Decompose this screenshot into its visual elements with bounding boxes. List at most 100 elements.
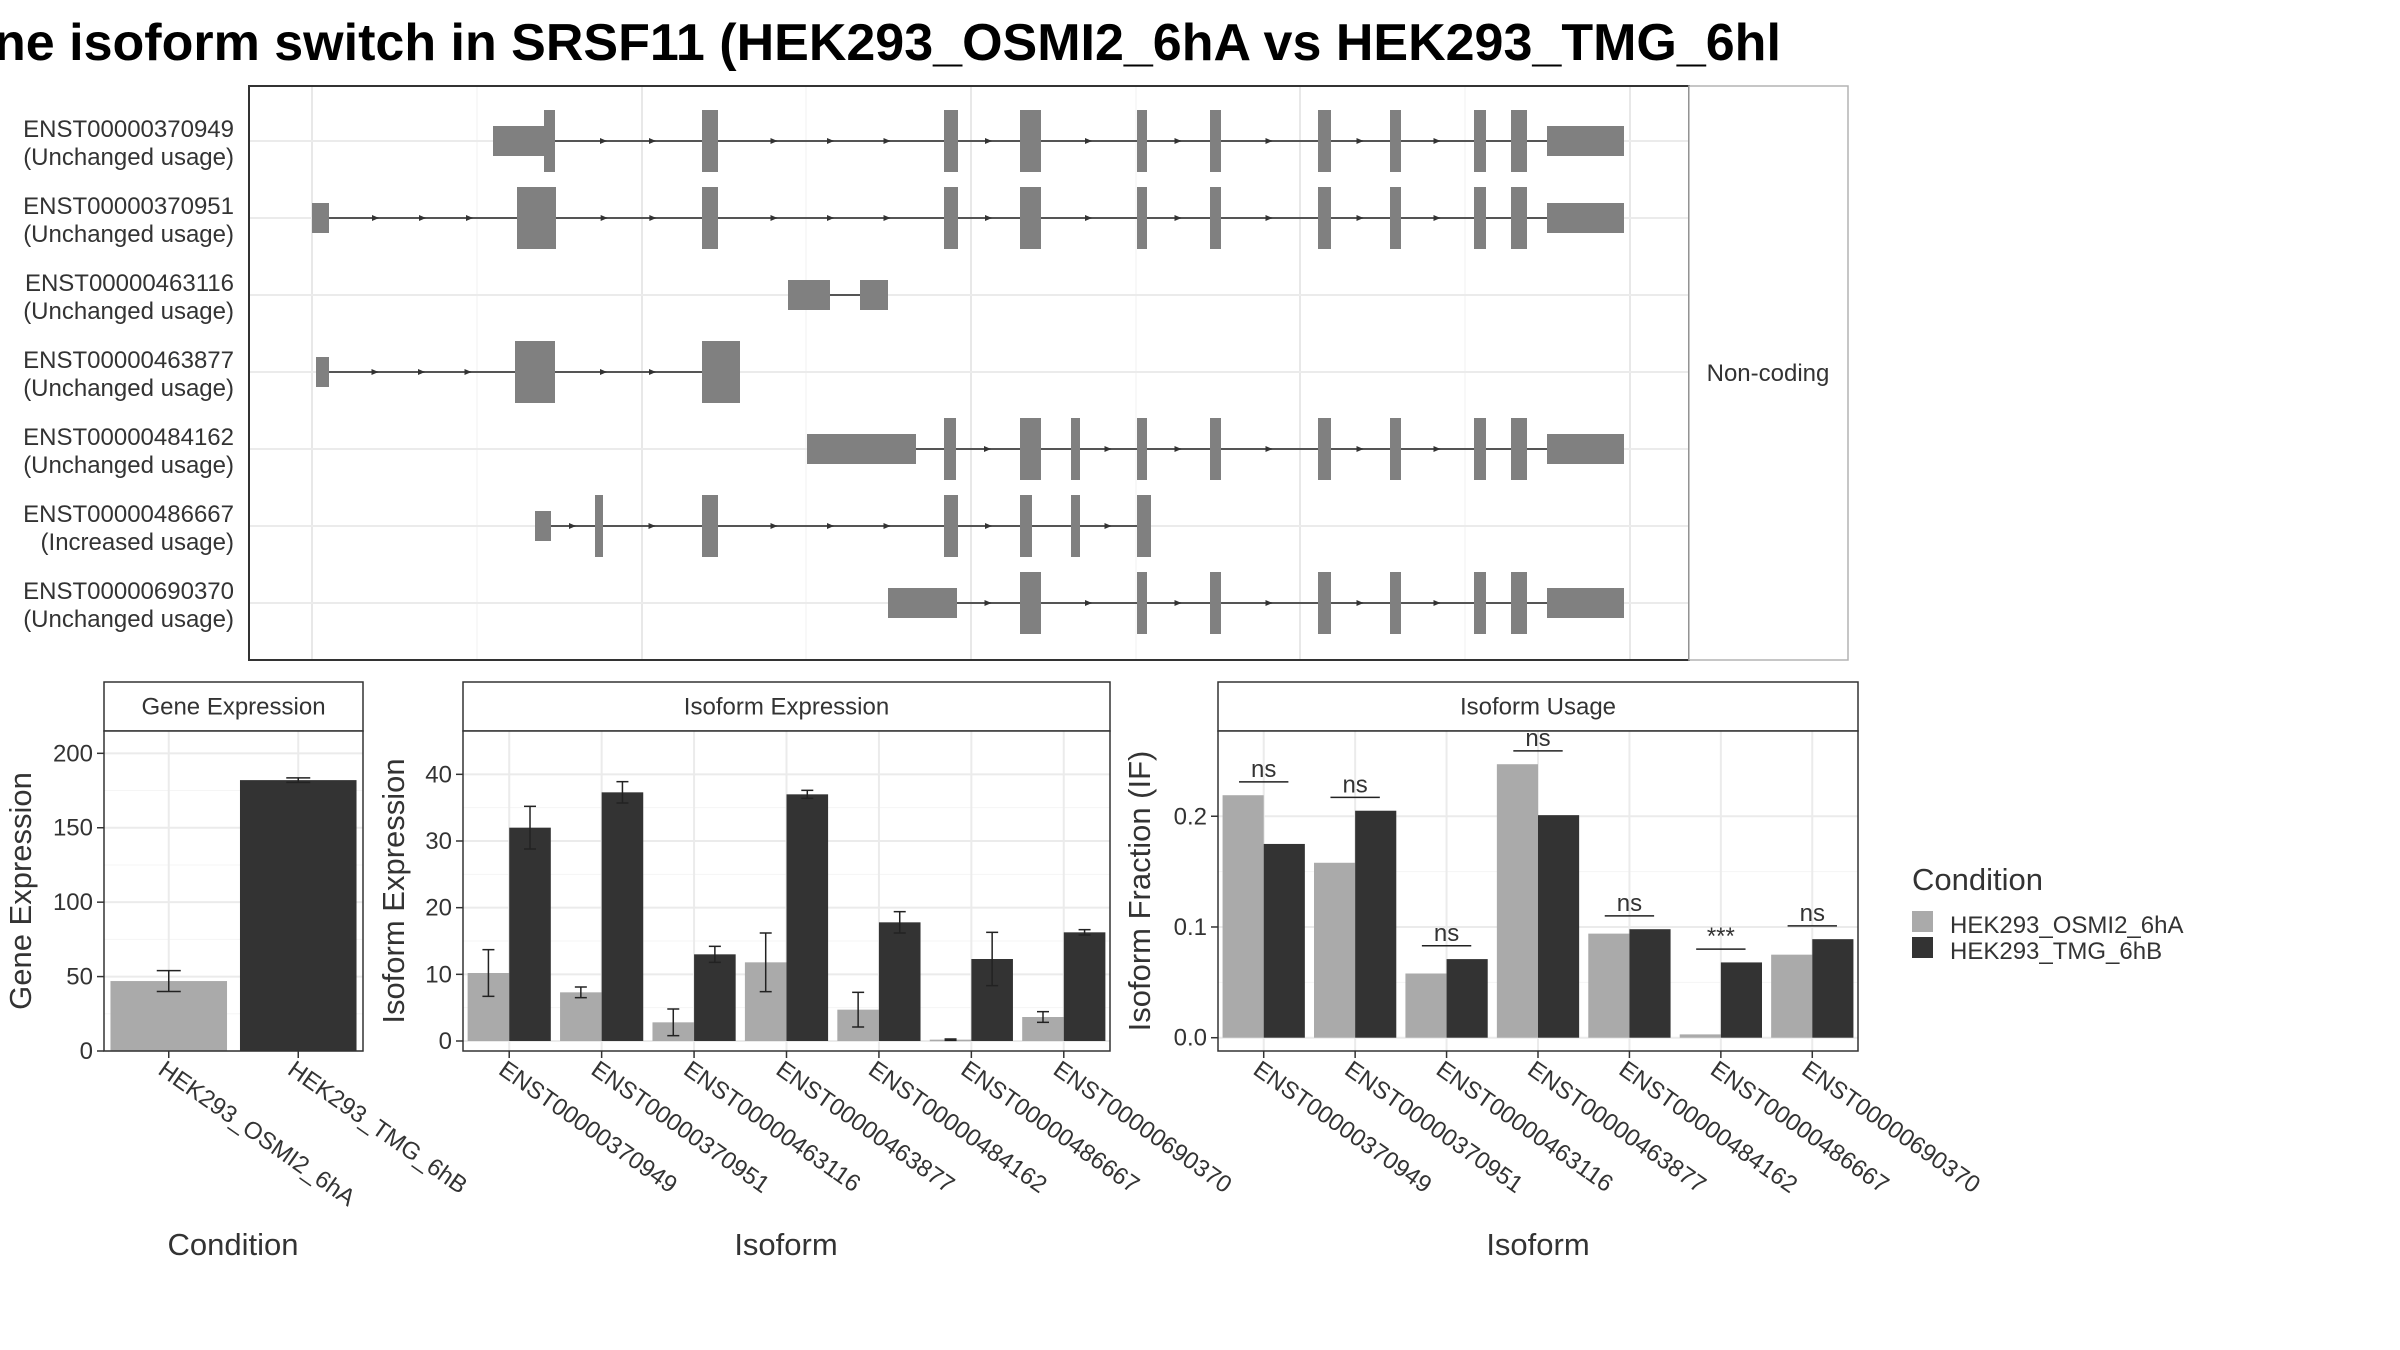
- intron-arrow: [649, 138, 656, 144]
- exon-block: [1028, 572, 1041, 634]
- transcript-track: [312, 187, 1624, 249]
- exon-block: [944, 187, 958, 249]
- structure-facet-strip: [1688, 85, 1849, 661]
- legend-swatch-b: [1912, 937, 1933, 958]
- intron-arrow: [648, 523, 656, 529]
- exon-block: [544, 110, 555, 172]
- condition-legend: Condition HEK293_OSMI2_6hA HEK293_TMG_6h…: [1912, 862, 2183, 965]
- y-tick-label: 10: [425, 961, 452, 988]
- exon-block: [1028, 187, 1041, 249]
- exon-block: [535, 511, 551, 541]
- intron-arrow: [1104, 446, 1112, 452]
- panel-title: Gene Expression: [141, 694, 325, 721]
- intron-arrow: [770, 215, 778, 221]
- intron-arrow: [1433, 215, 1441, 221]
- panel-title: Isoform Expression: [684, 694, 889, 721]
- exon-block: [1390, 572, 1401, 634]
- intron-arrow: [1174, 215, 1182, 221]
- transcript-track: [788, 280, 888, 310]
- transcript-structure-panel: Non-coding ENST00000370949(Unchanged usa…: [23, 85, 1849, 661]
- bar: [1263, 843, 1305, 1038]
- transcript-usage-label: (Unchanged usage): [23, 375, 234, 402]
- figure-title: ne isoform switch in SRSF11 (HEK293_OSMI…: [0, 14, 1781, 72]
- intron-arrow: [984, 600, 992, 606]
- exon-block: [807, 434, 916, 464]
- y-tick-label: 0: [80, 1038, 93, 1065]
- intron-arrow: [1433, 138, 1441, 144]
- exon-block: [888, 588, 957, 618]
- exon-block: [316, 357, 329, 387]
- bar: [110, 981, 228, 1051]
- bar: [601, 792, 644, 1041]
- y-tick-label: 0.0: [1174, 1025, 1207, 1052]
- intron-arrow: [985, 215, 992, 221]
- intron-arrow: [649, 215, 657, 221]
- utr-block: [1547, 434, 1624, 464]
- bar: [1446, 959, 1488, 1038]
- bar: [1538, 815, 1580, 1038]
- utr-block: [1547, 203, 1624, 233]
- bar: [1720, 962, 1762, 1038]
- exon-block: [1020, 495, 1032, 557]
- legend-swatch-a: [1912, 911, 1933, 932]
- intron-arrow: [600, 215, 608, 221]
- transcript-usage-label: (Unchanged usage): [23, 606, 234, 633]
- intron-arrow: [1174, 600, 1182, 606]
- bar: [1063, 932, 1106, 1041]
- transcript-id-label: ENST00000690370: [23, 578, 234, 605]
- exon-block: [1137, 572, 1147, 634]
- y-axis-label: Isoform Fraction (IF): [1122, 751, 1157, 1032]
- plot-border: [103, 730, 364, 1052]
- exon-block: [1210, 572, 1221, 634]
- exon-block: [702, 110, 718, 172]
- transcript-usage-label: (Unchanged usage): [23, 452, 234, 479]
- structure-facet-label: Non-coding: [1707, 360, 1830, 387]
- intron-arrow: [419, 215, 426, 221]
- exon-block: [1137, 187, 1147, 249]
- intron-arrow: [1174, 138, 1182, 144]
- transcript-usage-label: (Unchanged usage): [23, 298, 234, 325]
- exon-block: [1071, 495, 1080, 557]
- utr-block: [1547, 588, 1624, 618]
- y-tick-label: 0.1: [1174, 914, 1207, 941]
- exon-block: [944, 418, 956, 480]
- bar: [239, 780, 357, 1051]
- isoform-usage-panel: Isoform Usagensnsnsnsns***ns0.00.10.2ENS…: [1122, 681, 1985, 1262]
- intron-arrow: [883, 523, 891, 529]
- intron-arrow: [600, 138, 607, 144]
- bar: [1222, 795, 1264, 1038]
- intron-arrow: [883, 138, 891, 144]
- intron-arrow: [1104, 523, 1112, 529]
- bar: [1314, 862, 1356, 1038]
- intron-arrow: [1356, 600, 1364, 606]
- transcript-track: [807, 418, 1624, 480]
- bar: [694, 954, 736, 1041]
- transcript-usage-label: (Unchanged usage): [23, 221, 234, 248]
- exon-block: [1511, 572, 1527, 634]
- intron-arrow: [1356, 215, 1364, 221]
- exon-block: [1511, 110, 1527, 172]
- intron-arrow: [1356, 446, 1364, 452]
- intron-arrow: [1433, 600, 1441, 606]
- intron-arrow: [1265, 446, 1273, 452]
- transcript-id-label: ENST00000463877: [23, 347, 234, 374]
- exon-block: [702, 495, 718, 557]
- exon-block: [1511, 418, 1527, 480]
- exon-block: [944, 495, 958, 557]
- significance-label: ***: [1707, 923, 1735, 950]
- transcript-track: [535, 495, 1151, 557]
- legend-label-b: HEK293_TMG_6hB: [1950, 938, 2162, 965]
- intron-arrow: [827, 215, 834, 221]
- exon-block: [1511, 187, 1527, 249]
- bar: [1812, 939, 1854, 1038]
- intron-arrow: [372, 215, 379, 221]
- intron-arrow: [1174, 446, 1182, 452]
- intron-arrow: [770, 138, 778, 144]
- intron-arrow: [371, 369, 379, 375]
- bar: [1496, 764, 1538, 1038]
- intron-arrow: [569, 523, 576, 529]
- y-tick-label: 200: [53, 740, 93, 767]
- intron-arrow: [1356, 138, 1364, 144]
- exon-block: [702, 187, 718, 249]
